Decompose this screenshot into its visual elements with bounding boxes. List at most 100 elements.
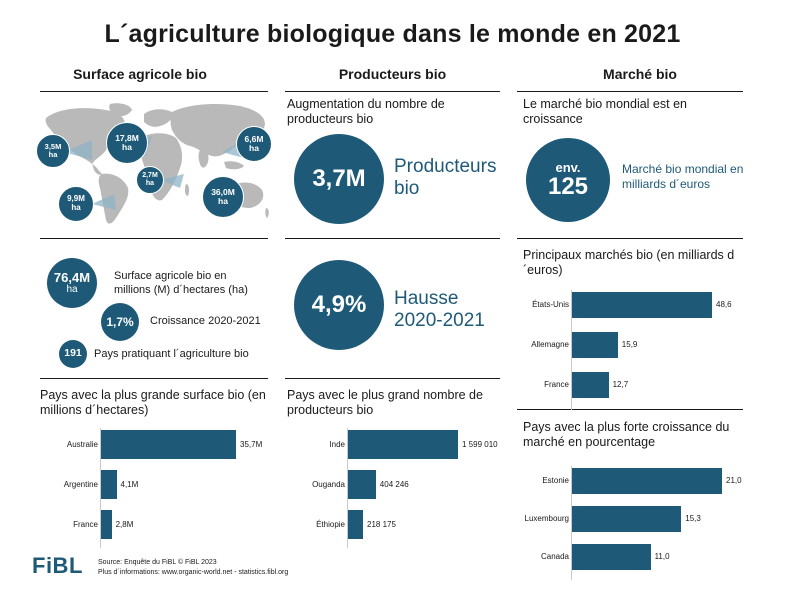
bar-category-label: Éthiopie — [316, 519, 345, 529]
chart-surface: Australie 35,7M Argentine 4,1M France 2,8M — [40, 428, 270, 548]
surface-growth-value: 1,7% — [106, 314, 134, 329]
bar-value-label: 15,9 — [621, 340, 638, 349]
producers-count-value: 3,7M — [312, 165, 366, 193]
producers-growth-circle: 4,9% — [294, 260, 384, 350]
bar — [572, 332, 618, 358]
chart-axis — [347, 428, 348, 548]
bar-category-label: Argentine — [63, 479, 98, 489]
map-bubble-asia: 6,6M ha — [236, 126, 272, 162]
map-bubble-oceania: 36,0M ha — [202, 176, 244, 218]
countries-count-circle: 191 — [59, 340, 87, 368]
bar — [348, 470, 376, 499]
map-bubble-value: 17,8M — [115, 132, 139, 143]
surface-total-desc: Surface agricole bio en millions (M) d´h… — [114, 270, 248, 296]
producers-count-desc: Producteurs bio — [394, 156, 497, 199]
bar-category-label: Estonie — [542, 476, 569, 485]
bar-value-label: 4,1M — [120, 479, 139, 489]
divider — [285, 238, 500, 239]
chart-axis — [571, 290, 572, 410]
map-bubble-value: 6,6M — [244, 133, 264, 144]
bar-value-label: 11,0 — [654, 552, 670, 561]
bar-category-label: Inde — [329, 439, 345, 449]
bar — [572, 468, 722, 494]
bar-category-label: France — [544, 380, 569, 389]
market-value: 125 — [547, 173, 589, 201]
producers-growth-desc: Hausse 2020-2021 — [394, 288, 485, 331]
map-bubble-unit: ha — [71, 203, 81, 212]
chart-title-market-growth: Pays avec la plus forte croissance du ma… — [523, 420, 730, 449]
fibl-logo: FiBL — [32, 553, 83, 578]
map-bubble-unit: ha — [249, 143, 259, 153]
map-bubble-north-america: 3,5M ha — [36, 134, 70, 168]
divider — [40, 91, 268, 92]
chart-producers: Inde 1 599 010 Ouganda 404 246 Éthiopie 218 1… — [285, 428, 505, 548]
bar — [101, 470, 117, 499]
map-bubble-value: 2,7M — [142, 172, 158, 180]
bar — [348, 510, 363, 539]
source-line: Plus d´informations: www.organic-world.n… — [98, 569, 289, 576]
producers-count-circle: 3,7M — [294, 134, 384, 224]
bar-value-label: 404 246 — [379, 479, 409, 489]
bar-value-label: 12,7 — [612, 380, 629, 389]
bar — [101, 510, 112, 539]
bar-category-label: Allemagne — [531, 340, 569, 349]
bar-category-label: États-Unis — [532, 300, 569, 309]
source-line: Source: Enquête du FiBL © FiBL 2023 — [98, 559, 217, 566]
chart-axis — [100, 428, 101, 548]
map-bubble-unit: ha — [48, 150, 58, 159]
market-value-desc: Marché bio mondial en milliards d´euros — [622, 162, 744, 191]
map-bubble-unit: ha — [145, 180, 155, 187]
map-bubble-value: 9,9M — [67, 194, 85, 204]
chart-title-markets: Principaux marchés bio (en milliards d´e… — [523, 248, 735, 277]
countries-count-value: 191 — [64, 347, 82, 360]
bar-category-label: Ouganda — [312, 479, 345, 489]
chart-axis — [571, 466, 572, 580]
market-growth-title: Le marché bio mondial est en croissance — [523, 97, 687, 126]
map-bubble-value: 36,0M — [211, 186, 235, 197]
divider — [40, 238, 268, 239]
surface-growth-desc: Croissance 2020-2021 — [150, 315, 261, 327]
bar — [572, 372, 609, 398]
chart-title-surface: Pays avec la plus grande surface bio (en… — [40, 388, 266, 417]
producers-increase-title: Augmentation du nombre de producteurs bi… — [287, 97, 445, 126]
map-bubble-latin-america: 9,9M ha — [58, 186, 94, 222]
bar-category-label: Australie — [66, 439, 98, 449]
bar — [572, 292, 712, 318]
market-value-circle: env. 125 — [526, 138, 610, 222]
column-header-surface: Surface agricole bio — [73, 66, 207, 82]
bar-value-label: 2,8M — [115, 519, 134, 529]
chart-title-producers: Pays avec le plus grand nombre de produc… — [287, 388, 483, 417]
surface-total-value: 76,4M — [53, 269, 91, 285]
bar-category-label: France — [73, 519, 98, 529]
bar-value-label: 15,3 — [685, 514, 701, 523]
column-header-producers: Producteurs bio — [338, 66, 447, 82]
source-note: Source: Enquête du FiBL © FiBL 2023 Plus… — [98, 558, 398, 578]
map-bubble-europe: 17,8M ha — [106, 122, 148, 164]
map-bubble-unit: ha — [218, 196, 228, 206]
bar — [101, 430, 236, 459]
bar-value-label: 218 175 — [367, 519, 396, 529]
bar-value-label: 35,7M — [240, 439, 263, 449]
producers-growth-value: 4,9% — [311, 291, 367, 319]
surface-growth-circle: 1,7% — [101, 303, 139, 341]
bar — [348, 430, 458, 459]
market-approx-label: env. — [555, 159, 581, 175]
divider — [517, 91, 743, 92]
bar-value-label: 48,6 — [716, 300, 732, 309]
divider — [285, 91, 500, 92]
chart-market-growth: Estonie 21,0 Luxembourg 15,3 Canada 11,0 — [517, 466, 743, 582]
surface-total-unit: ha — [66, 283, 78, 295]
map-bubble-unit: ha — [122, 142, 132, 152]
page-title: L´agriculture biologique dans le monde e… — [104, 20, 681, 48]
chart-markets: États-Unis 48,6 Allemagne 15,9 France 12,7 — [517, 290, 743, 410]
bar-value-label: 1 599 010 — [462, 439, 498, 449]
countries-count-desc: Pays pratiquant l´agriculture bio — [94, 348, 249, 360]
bar-category-label: Luxembourg — [524, 514, 569, 523]
map-bubble-africa: 2,7M ha — [136, 166, 164, 194]
divider — [285, 378, 500, 379]
divider — [517, 409, 743, 410]
divider — [40, 378, 268, 379]
surface-total-circle: 76,4M ha — [47, 258, 97, 308]
divider — [517, 238, 743, 239]
column-header-market: Marché bio — [603, 66, 677, 82]
